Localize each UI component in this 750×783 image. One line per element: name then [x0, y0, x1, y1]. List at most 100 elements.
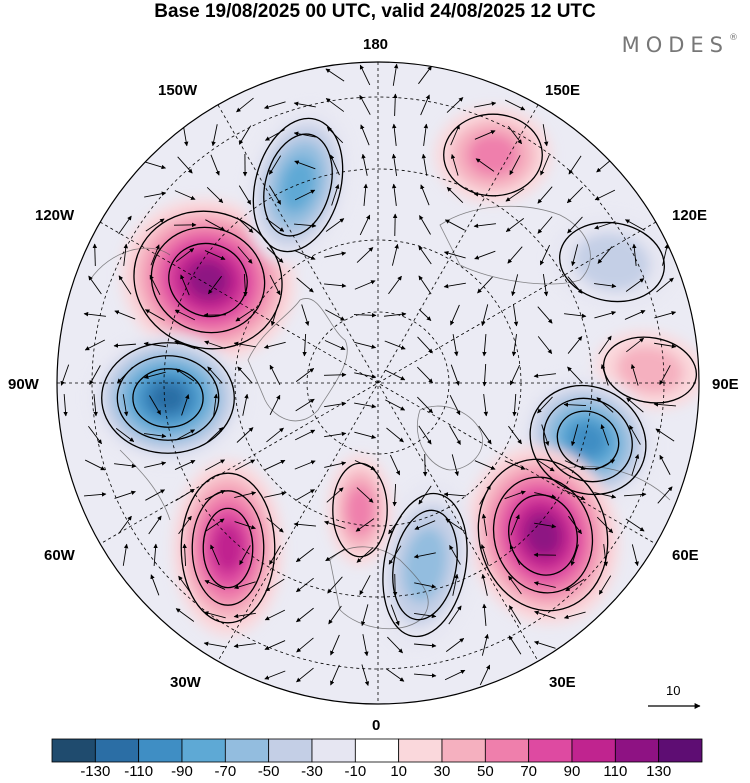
wind-vector [237, 366, 253, 384]
wind-vector [295, 367, 315, 383]
anomaly-shade [467, 133, 519, 177]
wind-vector [481, 513, 488, 536]
wind-vector [210, 154, 220, 176]
wind-vector [359, 94, 371, 115]
wind-vector [354, 402, 377, 409]
wind-vector [597, 246, 613, 264]
colorbar-swatch [224, 738, 270, 763]
wind-vector [89, 365, 101, 385]
wind-vector [507, 125, 523, 145]
wind-vector [444, 669, 466, 681]
wind-vector [570, 424, 579, 447]
wind-vector [326, 126, 344, 144]
wind-vector [324, 520, 346, 529]
wind-vector [207, 366, 223, 384]
wind-vector [594, 283, 617, 289]
wind-vector [293, 131, 316, 138]
wind-vector [302, 333, 307, 357]
wind-vector [88, 425, 102, 445]
wind-vector [237, 246, 253, 264]
wind-vector [420, 184, 430, 206]
wind-vector [388, 545, 402, 565]
wind-vector [88, 275, 102, 295]
contour-trough-90w [101, 342, 235, 454]
colorbar-label: 50 [476, 763, 494, 780]
wind-vector [150, 244, 160, 266]
wind-vector [541, 424, 550, 446]
lon-label-150e: 150E [545, 82, 581, 99]
wind-vector [568, 515, 582, 535]
wind-vector [296, 277, 314, 293]
contour-ring [101, 342, 235, 454]
wind-vector [450, 124, 460, 146]
reference-vector-label: 10 [666, 683, 681, 698]
wind-vector [565, 578, 585, 592]
wind-vector [482, 603, 487, 626]
wind-vector [414, 643, 437, 648]
wind-vector [324, 340, 346, 350]
wind-vector [567, 216, 583, 234]
wind-vectors [60, 63, 677, 686]
wind-vector [450, 154, 459, 176]
wind-vector [473, 192, 496, 197]
contour-ring [180, 472, 276, 624]
wind-vector [294, 189, 316, 201]
wind-vector [361, 153, 368, 176]
colorbar-swatch [354, 738, 400, 763]
wind-vector [145, 489, 166, 501]
wind-vector [238, 185, 252, 205]
wind-vector [175, 429, 196, 441]
wind-vector [362, 634, 369, 657]
wind-vector [264, 491, 287, 498]
colorbar-label: 10 [390, 763, 407, 780]
wind-vector [84, 492, 107, 497]
wind-vector [542, 274, 549, 297]
contour-ridge-90e [602, 336, 698, 404]
wind-vector [508, 425, 522, 445]
wind-vector [266, 517, 284, 533]
wind-vector [236, 427, 254, 443]
wind-vector [392, 123, 397, 146]
colorbar [51, 738, 703, 763]
anomaly-shade [574, 233, 650, 291]
wind-vector [600, 364, 609, 386]
wind-vector [356, 547, 374, 563]
colorbar-swatch [614, 738, 660, 763]
lon-label-120w: 120W [35, 207, 75, 224]
anomaly-shade [345, 485, 375, 535]
lon-label-60e: 60E [672, 547, 699, 564]
wind-vector [175, 368, 195, 382]
wind-vector [360, 124, 370, 146]
anomaly-shade [149, 382, 187, 414]
colorbar-label: -90 [171, 763, 193, 780]
wind-vector [143, 371, 166, 379]
wind-vector [542, 124, 549, 147]
anomaly-shade [212, 522, 244, 574]
wind-vector [418, 309, 432, 321]
wind-vector [180, 274, 190, 296]
wind-vector [512, 393, 517, 417]
anomaly-shade [186, 260, 230, 300]
wind-vector [653, 402, 676, 407]
wind-vector [324, 401, 347, 408]
wind-vector [419, 215, 431, 235]
wind-vector [174, 309, 196, 321]
anomaly-ridge-120w [120, 199, 296, 361]
contour-ring [477, 458, 609, 612]
wind-vector [359, 575, 371, 596]
wind-vector [269, 545, 281, 565]
wind-vector [563, 402, 587, 407]
wind-vector [654, 342, 677, 349]
wind-vector [268, 185, 282, 205]
wind-vector [624, 310, 646, 320]
wind-vector [391, 183, 397, 206]
wind-vector [505, 188, 525, 202]
wind-vector [118, 215, 132, 235]
wind-vector [451, 454, 459, 477]
colorbar-swatch [484, 738, 530, 763]
wind-vector [482, 363, 487, 387]
wind-vector [325, 548, 345, 562]
wind-vector [182, 543, 187, 567]
wind-vector [354, 341, 377, 349]
wind-vector [477, 276, 493, 294]
